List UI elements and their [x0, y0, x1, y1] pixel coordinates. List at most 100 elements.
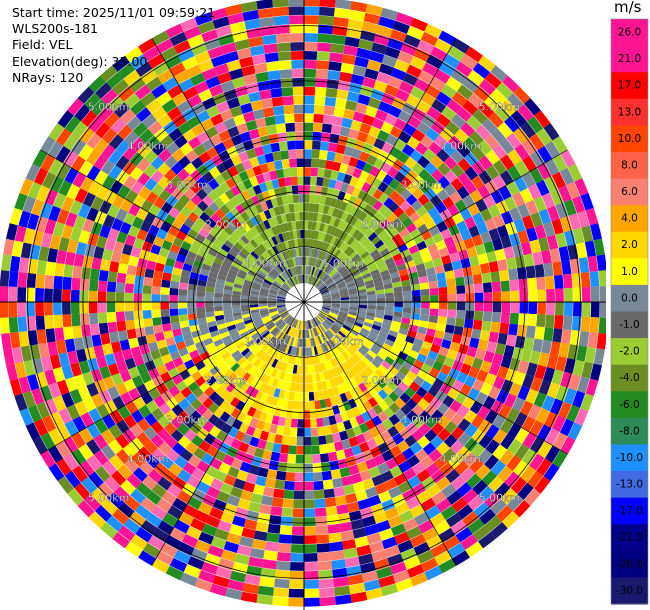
- velocity-bin: [508, 323, 519, 336]
- velocity-bin: [435, 113, 451, 128]
- velocity-bin: [340, 302, 350, 305]
- velocity-bin: [394, 195, 406, 207]
- velocity-bin: [447, 286, 457, 295]
- velocity-bin: [342, 324, 351, 332]
- velocity-bin: [434, 134, 448, 149]
- velocity-bin: [335, 279, 345, 286]
- velocity-bin: [424, 175, 438, 188]
- velocity-bin: [338, 285, 348, 291]
- velocity-bin: [553, 315, 564, 330]
- velocity-bin: [477, 448, 493, 464]
- velocity-bin: [349, 306, 358, 311]
- velocity-bin: [363, 276, 373, 283]
- velocity-bin: [526, 227, 538, 242]
- velocity-bin: [340, 411, 350, 422]
- velocity-bin: [304, 194, 310, 203]
- velocity-bin: [362, 204, 373, 215]
- velocity-bin: [593, 238, 605, 256]
- velocity-bin: [405, 239, 417, 249]
- velocity-bin: [492, 302, 502, 313]
- velocity-bin: [406, 564, 425, 579]
- velocity-bin: [343, 109, 356, 120]
- velocity-bin: [490, 321, 501, 333]
- velocity-bin: [365, 4, 383, 17]
- velocity-bin: [469, 400, 483, 415]
- velocity-bin: [484, 95, 501, 112]
- velocity-bin: [398, 131, 412, 144]
- velocity-bin: [318, 344, 324, 354]
- velocity-bin: [372, 393, 384, 404]
- velocity-bin: [351, 187, 362, 198]
- velocity-bin: [449, 341, 461, 352]
- velocity-bin: [525, 388, 539, 405]
- velocity-bin: [467, 203, 480, 217]
- velocity-bin: [357, 333, 367, 342]
- velocity-bin: [398, 268, 409, 277]
- velocity-bin: [450, 426, 465, 441]
- velocity-bin: [337, 403, 346, 414]
- velocity-bin: [426, 54, 443, 69]
- velocity-bin: [336, 250, 344, 260]
- velocity-bin: [358, 304, 368, 309]
- velocity-bin: [427, 385, 440, 397]
- velocity-bin: [402, 517, 418, 532]
- velocity-bin: [545, 275, 555, 290]
- velocity-bin: [418, 275, 429, 284]
- velocity-bin: [481, 118, 498, 134]
- velocity-bin: [313, 113, 324, 124]
- velocity-bin: [404, 156, 417, 170]
- velocity-bin: [444, 324, 455, 334]
- velocity-bin: [471, 264, 482, 276]
- velocity-bin: [327, 70, 341, 81]
- velocity-bin: [448, 135, 463, 150]
- velocity-bin: [340, 372, 350, 383]
- velocity-bin: [312, 291, 320, 297]
- velocity-bin: [455, 527, 473, 543]
- velocity-bin: [349, 302, 359, 305]
- velocity-bin: [334, 98, 347, 109]
- colorbar-tick-label: 6.0: [621, 186, 638, 198]
- velocity-bin: [460, 54, 478, 70]
- velocity-bin: [472, 378, 485, 392]
- velocity-bin: [304, 149, 312, 159]
- velocity-bin: [307, 284, 311, 293]
- velocity-bin: [354, 139, 366, 151]
- velocity-bin: [325, 318, 334, 325]
- velocity-bin: [381, 323, 391, 330]
- velocity-bin: [424, 356, 436, 368]
- velocity-bin: [305, 283, 308, 293]
- velocity-bin: [323, 361, 330, 371]
- velocity-bin: [398, 80, 414, 94]
- velocity-bin: [356, 47, 372, 60]
- velocity-bin: [308, 212, 314, 221]
- velocity-bin: [451, 360, 464, 372]
- velocity-bin: [436, 441, 450, 456]
- velocity-bin: [309, 257, 314, 267]
- velocity-bin: [501, 302, 511, 313]
- velocity-bin: [470, 146, 486, 161]
- velocity-bin: [598, 270, 606, 287]
- velocity-bin: [304, 33, 319, 43]
- velocity-bin: [517, 482, 534, 500]
- velocity-bin: [321, 290, 330, 296]
- velocity-bin: [452, 38, 470, 54]
- velocity-bin: [352, 65, 367, 77]
- velocity-bin: [367, 245, 377, 255]
- velocity-bin: [585, 378, 599, 397]
- velocity-bin: [418, 168, 431, 182]
- velocity-bin: [304, 294, 311, 302]
- velocity-bin: [578, 257, 590, 273]
- velocity-bin: [312, 140, 321, 150]
- velocity-bin: [369, 249, 380, 258]
- velocity-bin: [313, 304, 323, 307]
- velocity-bin: [496, 224, 509, 239]
- velocity-bin: [513, 218, 526, 233]
- velocity-bin: [349, 355, 359, 365]
- velocity-bin: [389, 271, 400, 279]
- velocity-bin: [454, 460, 469, 476]
- velocity-bin: [340, 221, 350, 232]
- velocity-bin: [331, 300, 341, 302]
- velocity-bin: [316, 176, 324, 187]
- velocity-bin: [359, 265, 369, 274]
- velocity-bin: [311, 149, 320, 159]
